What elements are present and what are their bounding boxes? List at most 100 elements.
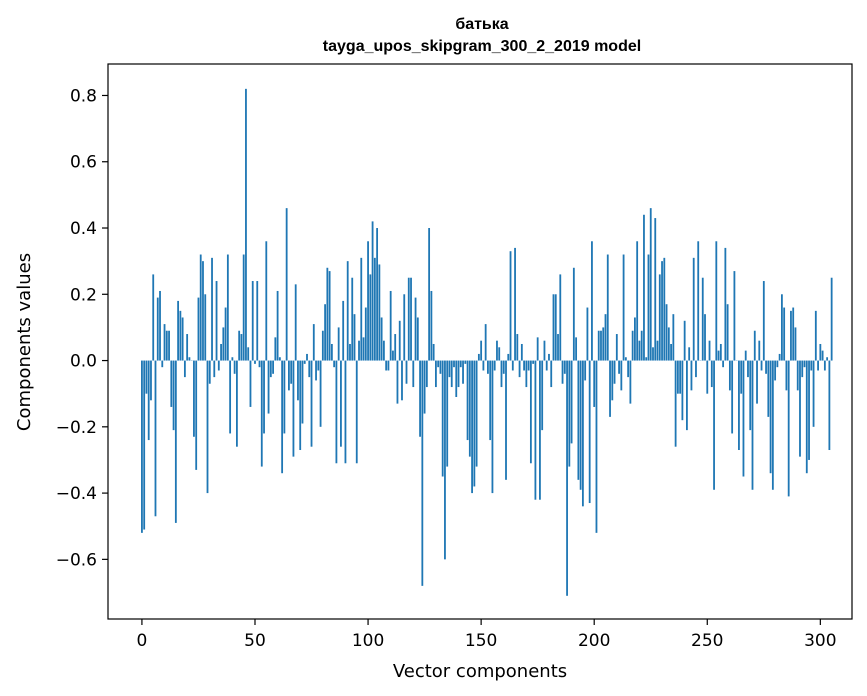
bars-group (141, 88, 833, 596)
bar (674, 360, 677, 447)
bar (591, 241, 593, 361)
bar (753, 330, 756, 361)
bar (394, 334, 397, 361)
bar (437, 360, 440, 368)
bar (263, 360, 265, 434)
bar (238, 330, 241, 361)
bar (724, 247, 727, 361)
bar (229, 360, 232, 434)
bar (222, 327, 225, 361)
bar (247, 347, 250, 361)
y-tick-label: −0.2 (56, 418, 97, 438)
x-axis-label: Vector components (393, 661, 567, 682)
bar (236, 360, 238, 447)
bar (319, 360, 322, 427)
bar (161, 360, 164, 368)
bar (482, 360, 485, 371)
bar (412, 360, 415, 388)
bar (215, 281, 218, 361)
x-tick-label: 150 (465, 631, 497, 651)
bar (505, 360, 507, 480)
bar (568, 360, 571, 467)
bar (466, 360, 469, 441)
bar (602, 327, 605, 361)
bar (324, 304, 326, 361)
bar (403, 294, 406, 361)
bar (306, 353, 308, 361)
bar (428, 228, 431, 361)
x-tick-label: 100 (352, 631, 384, 651)
bar (830, 277, 833, 361)
bar (373, 257, 376, 361)
bar (747, 360, 749, 378)
bar (638, 340, 641, 361)
bar (498, 347, 501, 361)
bar (776, 360, 779, 368)
bar (385, 360, 388, 371)
bar (765, 360, 767, 374)
bar (147, 360, 150, 441)
bar (774, 360, 777, 381)
plot-frame (107, 63, 853, 620)
bar (462, 360, 464, 384)
bar (459, 360, 462, 368)
bar (389, 290, 392, 361)
bar (473, 360, 476, 487)
bar (665, 304, 668, 361)
bar (265, 241, 268, 361)
bar (217, 360, 220, 371)
bar (303, 360, 306, 364)
bar (629, 360, 632, 404)
bar (439, 360, 442, 374)
y-axis-label: Components values (14, 253, 35, 431)
bar (441, 360, 444, 477)
bar (581, 360, 584, 507)
bar (611, 360, 614, 401)
bar (419, 360, 421, 437)
bar (141, 360, 143, 533)
bar (719, 343, 722, 361)
bar (557, 334, 559, 361)
bar (410, 277, 412, 361)
bar (796, 360, 799, 391)
bar (349, 343, 351, 361)
bar (787, 360, 790, 497)
bar (584, 360, 587, 381)
bar (713, 360, 715, 490)
bar (523, 360, 525, 371)
bar (525, 360, 528, 388)
bar (353, 314, 356, 361)
bar (722, 360, 725, 368)
bar (407, 277, 410, 361)
bar (364, 307, 367, 361)
y-tick-label: 0.8 (70, 86, 97, 106)
bar (457, 360, 460, 388)
bar (274, 337, 277, 361)
bar (156, 297, 159, 361)
bar (539, 360, 541, 500)
bar (631, 330, 634, 361)
bar (645, 357, 648, 361)
bar (464, 360, 467, 364)
bar (794, 327, 797, 361)
bar (188, 357, 191, 361)
bar (715, 241, 718, 361)
bar (159, 290, 161, 361)
bar (600, 330, 602, 361)
bar (172, 360, 175, 431)
bar (326, 267, 329, 361)
bar (733, 271, 736, 361)
bar (566, 360, 568, 596)
bar (550, 360, 553, 388)
bar (762, 281, 765, 361)
bar (430, 290, 433, 361)
bar (769, 360, 772, 474)
chart-subtitle: tayga_upos_skipgram_300_2_2019 model (323, 38, 641, 55)
bar (378, 264, 381, 361)
y-tick-label: 0.0 (70, 352, 97, 372)
bar (285, 208, 288, 361)
bar (471, 360, 473, 494)
bar (541, 360, 544, 431)
bar (468, 360, 471, 457)
bar (358, 340, 360, 361)
